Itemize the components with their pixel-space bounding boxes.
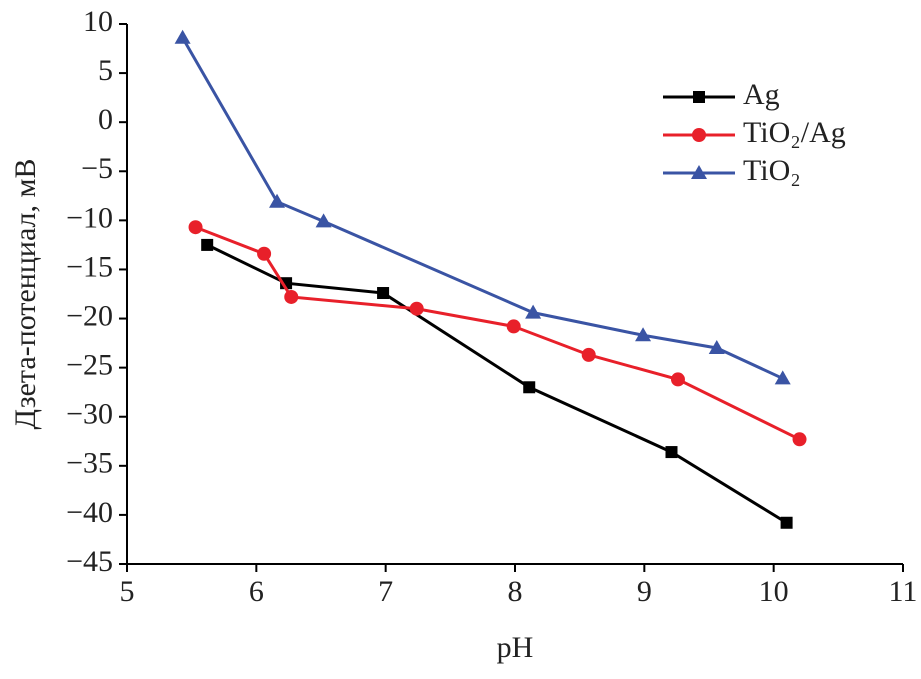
y-tick-label: −45 <box>66 545 113 578</box>
marker <box>692 128 706 142</box>
marker <box>188 220 203 235</box>
legend-label: TiO₂/Ag <box>743 116 846 149</box>
series-line <box>206 243 788 525</box>
series-line <box>195 225 801 441</box>
marker <box>670 372 685 387</box>
series-line <box>181 36 784 380</box>
marker <box>257 246 272 261</box>
marker <box>774 370 791 385</box>
x-tick-label: 6 <box>249 575 264 608</box>
marker <box>201 238 214 251</box>
marker <box>792 432 807 447</box>
marker <box>691 165 707 179</box>
legend-label: TiO₂ <box>743 154 801 187</box>
marker <box>693 91 705 103</box>
marker <box>581 347 596 362</box>
y-tick-label: 0 <box>98 103 113 136</box>
marker <box>269 193 286 208</box>
x-tick-label: 10 <box>759 575 789 608</box>
x-tick-label: 7 <box>378 575 393 608</box>
x-tick-label: 8 <box>508 575 523 608</box>
x-axis-label: pH <box>497 631 534 664</box>
marker <box>780 516 793 529</box>
y-axis-label: Дзета-потенциал, мВ <box>9 159 42 430</box>
x-tick-label: 5 <box>120 575 135 608</box>
y-tick-label: −10 <box>66 201 113 234</box>
y-tick-label: −35 <box>66 447 113 480</box>
y-tick-label: −40 <box>66 496 113 529</box>
marker <box>708 340 725 354</box>
marker <box>315 213 332 228</box>
marker <box>523 381 536 394</box>
y-tick-label: −20 <box>66 299 113 332</box>
x-tick-label: 9 <box>637 575 652 608</box>
marker <box>377 287 390 300</box>
y-tick-label: −5 <box>81 152 113 185</box>
y-tick-label: −15 <box>66 250 113 283</box>
legend-label: Ag <box>743 78 780 111</box>
marker <box>506 319 521 334</box>
marker <box>409 301 424 316</box>
marker <box>665 446 678 459</box>
marker <box>635 327 652 342</box>
marker <box>284 289 299 304</box>
marker <box>525 304 542 319</box>
y-tick-label: −25 <box>66 349 113 382</box>
y-tick-label: 5 <box>98 54 113 87</box>
x-tick-label: 11 <box>889 575 918 608</box>
y-tick-label: −30 <box>66 398 113 431</box>
y-tick-label: 10 <box>83 5 113 38</box>
marker <box>174 29 191 44</box>
